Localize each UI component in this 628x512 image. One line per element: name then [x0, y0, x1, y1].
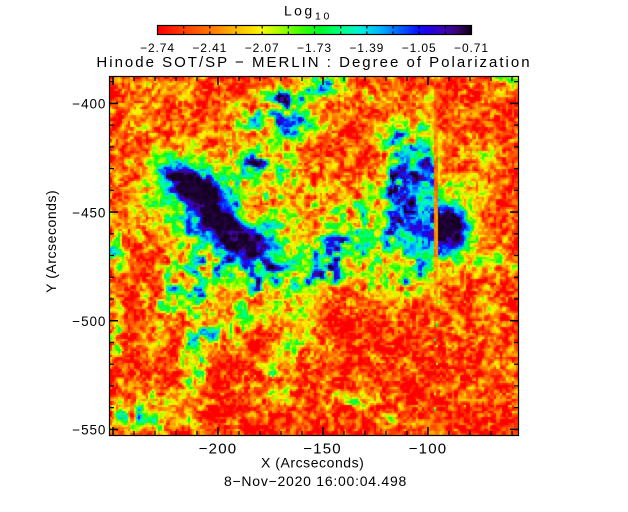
svg-text:−400: −400	[72, 97, 106, 112]
svg-text:−1.39: −1.39	[349, 41, 384, 55]
svg-text:−500: −500	[72, 314, 106, 329]
svg-text:−100: −100	[409, 441, 448, 458]
svg-text:Log: Log	[284, 3, 315, 19]
svg-text:X (Arcseconds): X (Arcseconds)	[261, 455, 364, 471]
svg-text:−2.07: −2.07	[245, 41, 280, 55]
svg-text:−0.71: −0.71	[454, 41, 489, 55]
svg-text:−1.73: −1.73	[297, 41, 332, 55]
svg-text:−2.41: −2.41	[192, 41, 227, 55]
svg-text:−450: −450	[72, 205, 106, 220]
svg-text:8−Nov−2020 16:00:04.498: 8−Nov−2020 16:00:04.498	[224, 473, 407, 489]
svg-text:Hinode SOT/SP − MERLIN : Degre: Hinode SOT/SP − MERLIN : Degree of Polar…	[96, 54, 531, 71]
svg-text:Y (Arcseconds): Y (Arcseconds)	[43, 190, 59, 293]
svg-text:−150: −150	[303, 441, 342, 458]
svg-text:−1.05: −1.05	[402, 41, 437, 55]
svg-text:10: 10	[315, 11, 332, 23]
svg-text:−200: −200	[199, 441, 238, 458]
svg-text:−2.74: −2.74	[140, 41, 175, 55]
svg-text:−550: −550	[72, 423, 106, 438]
